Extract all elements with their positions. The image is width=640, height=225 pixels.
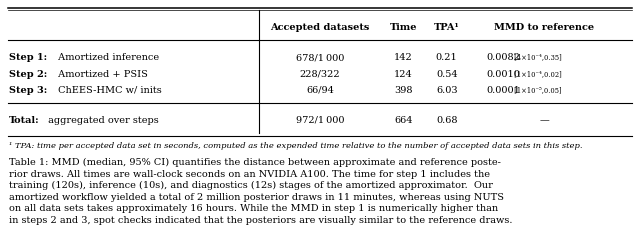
Text: 228/322: 228/322 — [300, 69, 340, 78]
Text: Amortized inference: Amortized inference — [55, 53, 159, 62]
Text: 664: 664 — [394, 115, 412, 124]
Text: aggregated over steps: aggregated over steps — [45, 115, 159, 124]
Text: Step 2:: Step 2: — [9, 69, 47, 78]
Text: —: — — [539, 115, 549, 124]
Text: 124: 124 — [394, 69, 413, 78]
Text: 0.54: 0.54 — [436, 69, 458, 78]
Text: 0.0082: 0.0082 — [486, 53, 520, 62]
Text: Time: Time — [390, 23, 417, 32]
Text: ChEES-HMC w/ inits: ChEES-HMC w/ inits — [55, 86, 162, 94]
Text: TPA¹: TPA¹ — [434, 23, 460, 32]
Text: 0.21: 0.21 — [436, 53, 458, 62]
Text: Step 3:: Step 3: — [9, 86, 47, 94]
Text: 66/94: 66/94 — [306, 86, 334, 94]
Text: 398: 398 — [394, 86, 412, 94]
Text: 142: 142 — [394, 53, 413, 62]
Text: [1×10⁻⁵,0.05]: [1×10⁻⁵,0.05] — [512, 86, 562, 94]
Text: Accepted datasets: Accepted datasets — [270, 23, 370, 32]
Text: Step 1:: Step 1: — [9, 53, 47, 62]
Text: 0.0001: 0.0001 — [486, 86, 520, 94]
Text: Table 1: MMD (median, 95% CI) quantifies the distance between approximate and re: Table 1: MMD (median, 95% CI) quantifies… — [9, 158, 513, 224]
Text: Total:: Total: — [9, 115, 40, 124]
Text: 972/1 000: 972/1 000 — [296, 115, 344, 124]
Text: 678/1 000: 678/1 000 — [296, 53, 344, 62]
Text: [4×10⁻⁴,0.35]: [4×10⁻⁴,0.35] — [512, 53, 562, 61]
Text: ¹ TPA: time per accepted data set in seconds, computed as the expended time rela: ¹ TPA: time per accepted data set in sec… — [9, 141, 582, 149]
Text: [1×10⁻⁴,0.02]: [1×10⁻⁴,0.02] — [512, 70, 562, 78]
Text: 6.03: 6.03 — [436, 86, 458, 94]
Text: MMD to reference: MMD to reference — [494, 23, 594, 32]
Text: 0.68: 0.68 — [436, 115, 458, 124]
Text: 0.0010: 0.0010 — [486, 69, 520, 78]
Text: Amortized + PSIS: Amortized + PSIS — [55, 69, 148, 78]
